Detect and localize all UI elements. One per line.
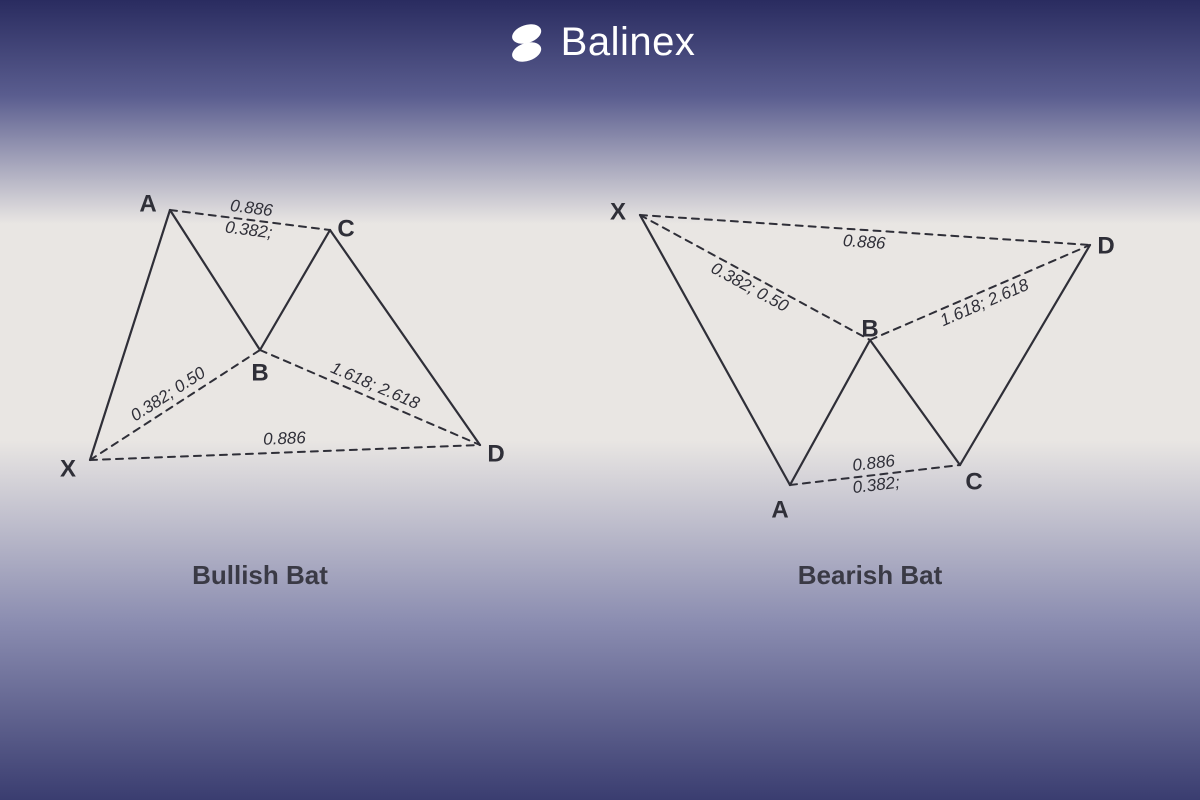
caption-bullish: Bullish Bat <box>110 560 410 591</box>
svg-text:X: X <box>60 455 76 482</box>
pattern-diagram: 0.382; 0.500.382;0.8861.618; 2.6180.886X… <box>0 0 1200 800</box>
svg-text:B: B <box>861 315 878 342</box>
svg-text:C: C <box>965 468 982 495</box>
svg-text:0.382; 0.50: 0.382; 0.50 <box>708 258 792 316</box>
svg-text:D: D <box>1097 232 1114 259</box>
svg-text:0.886: 0.886 <box>229 196 274 220</box>
svg-text:1.618; 2.618: 1.618; 2.618 <box>328 358 423 413</box>
caption-bearish: Bearish Bat <box>720 560 1020 591</box>
svg-text:A: A <box>139 190 156 217</box>
svg-text:A: A <box>771 496 788 523</box>
svg-text:C: C <box>337 215 354 242</box>
svg-text:0.886: 0.886 <box>842 231 886 253</box>
svg-text:0.382; 0.50: 0.382; 0.50 <box>127 363 209 425</box>
svg-text:D: D <box>487 440 504 467</box>
svg-text:B: B <box>251 359 268 386</box>
svg-text:1.618; 2.618: 1.618; 2.618 <box>937 275 1032 330</box>
svg-text:0.886: 0.886 <box>851 451 896 475</box>
svg-text:X: X <box>610 198 626 225</box>
svg-text:0.886: 0.886 <box>263 428 307 449</box>
